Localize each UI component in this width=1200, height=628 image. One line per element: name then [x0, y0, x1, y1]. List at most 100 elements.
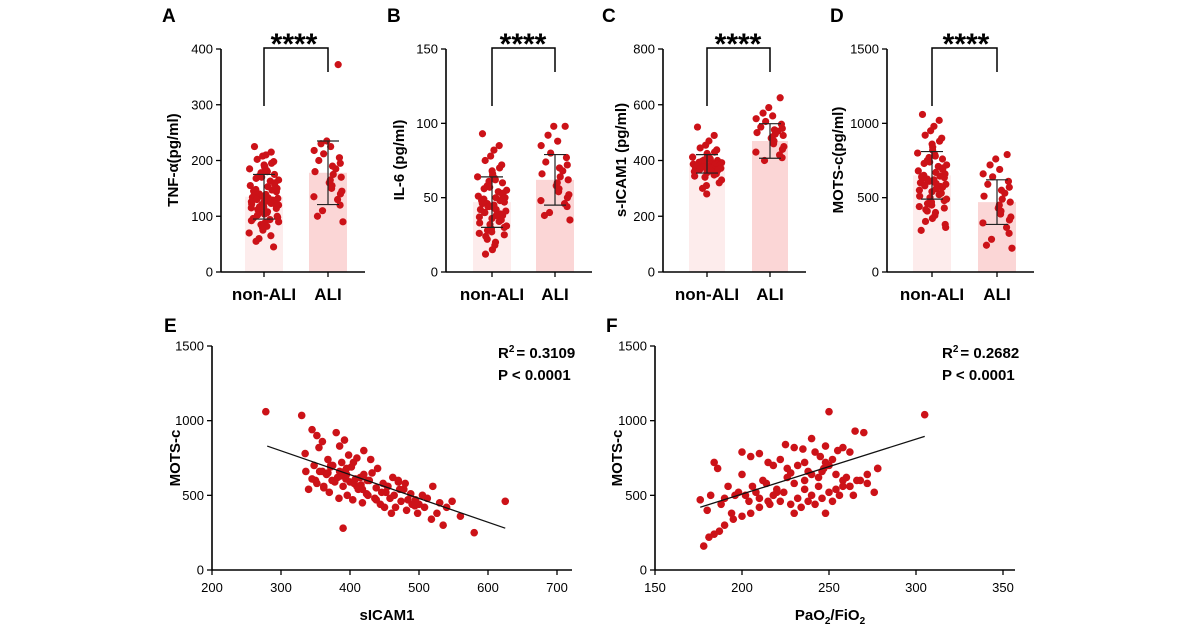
panel-c-point-non-ali	[710, 148, 719, 156]
panel-e-point	[324, 469, 332, 477]
panel-d-significance-bracket	[931, 47, 998, 106]
panel-c-point-non-ali	[696, 165, 704, 174]
panel-a-point-ali	[310, 146, 318, 155]
panel-b-point-ali	[563, 202, 571, 211]
panel-a-y-tick-label: 0	[206, 265, 213, 280]
panel-f-point	[821, 458, 830, 467]
panel-d-point-ali	[1005, 216, 1014, 224]
panel-a-point-ali	[320, 150, 328, 158]
panel-b-point-ali	[542, 158, 550, 166]
panel-f-point	[825, 488, 833, 497]
panel-e-letter: E	[164, 316, 177, 337]
panel-d-letter: D	[830, 6, 844, 27]
panel-a-point-non-ali	[253, 195, 261, 204]
panel-f-point	[738, 448, 746, 456]
panel-e-point	[402, 506, 411, 515]
panel-a-point-ali	[318, 207, 327, 215]
panel-c-point-non-ali	[710, 131, 718, 140]
panel-b-point-non-ali	[495, 142, 503, 150]
panel-a-point-ali	[317, 140, 325, 148]
panel-f-plot: 0 500 1000 1500 150 200 250 300 350	[618, 339, 1015, 595]
panel-d-y-tick-label: 1500	[850, 42, 879, 57]
panel-d-point-non-ali	[915, 186, 923, 194]
panel-f-point	[729, 515, 738, 524]
panel-b-point-ali	[538, 170, 546, 178]
panel-d-point-ali	[998, 195, 1006, 203]
panel-b-point-non-ali	[487, 152, 495, 160]
panel-a-point-ali	[315, 156, 323, 165]
panel-e-point	[391, 503, 400, 512]
panel-e-plot: 0 500 1000 1500 200 300 400 500 600 700	[175, 339, 572, 595]
panel-d-point-non-ali	[935, 191, 943, 199]
panel-f-point	[863, 470, 872, 479]
panel-a-point-ali	[313, 212, 322, 220]
panel-e-point	[333, 473, 342, 482]
panel-f-point	[856, 476, 865, 485]
panel-d-point-non-ali	[940, 204, 948, 212]
panel-f-point	[800, 485, 809, 494]
panel-a-point-non-ali	[246, 181, 254, 190]
panel-f-p-value: P < 0.0001	[942, 367, 1015, 384]
panel-a-point-ali	[336, 159, 344, 167]
panel-f-point	[745, 497, 753, 506]
panel-e-point	[413, 509, 422, 518]
panel-c-y-tick-label: 800	[633, 42, 655, 57]
panel-b-y-tick-label: 50	[424, 190, 438, 205]
panel-d-point-ali	[1008, 244, 1016, 252]
panel-a-point-ali	[328, 184, 336, 192]
panel-f: F MOTS-c PaO2/FiO2 R2 = 0.2682 P < 0.0001…	[606, 316, 1019, 627]
panel-f-point	[821, 509, 830, 518]
panel-d-category-ali: ALI	[983, 285, 1010, 304]
panel-b-point-non-ali	[478, 130, 487, 138]
panel-f-point	[870, 488, 879, 497]
panel-e-point	[358, 485, 367, 494]
panel-c-y-tick-label: 200	[633, 209, 655, 224]
panel-e-point	[366, 455, 375, 464]
panel-c-y-axis-label: s-ICAM1 (pg/ml)	[613, 103, 630, 217]
panel-f-point	[828, 497, 837, 506]
panel-c-point-non-ali	[701, 173, 709, 181]
panel-f-point	[839, 482, 847, 491]
panel-c-significance-bracket	[706, 47, 771, 106]
panel-d-point-non-ali	[916, 192, 924, 200]
panel-a-point-non-ali	[247, 217, 256, 225]
panel-d-point-non-ali	[915, 202, 923, 211]
panel-d-category-non-ali: non-ALI	[900, 285, 964, 304]
panel-f-point	[738, 512, 746, 521]
panel-c-point-ali	[778, 154, 786, 162]
panel-d-point-ali	[1001, 189, 1009, 197]
panel-b-point-non-ali	[500, 223, 508, 231]
panel-a-category-ali: ALI	[314, 285, 341, 304]
panel-e-point	[339, 482, 347, 491]
panel-e-regression-line	[266, 445, 506, 529]
panel-b-point-non-ali	[483, 235, 491, 243]
panel-d-point-non-ali	[938, 155, 947, 163]
panel-a-y-tick-label: 100	[191, 209, 213, 224]
panel-b-point-ali	[559, 167, 567, 175]
panel-f-point	[832, 470, 840, 479]
panel-e-point	[372, 484, 381, 492]
panel-d-y-tick-label: 0	[872, 265, 879, 280]
panel-f-point	[835, 491, 844, 500]
panel-d-point-non-ali	[917, 226, 925, 234]
panel-e-point	[342, 475, 350, 483]
panel-a-point-non-ali	[245, 165, 254, 173]
panel-d-point-non-ali	[928, 214, 937, 223]
panel-a-point-ali	[333, 195, 342, 204]
panel-e-point	[448, 497, 456, 506]
panel-e-point	[302, 467, 310, 476]
panel-e-y-tick-label: 1500	[175, 339, 204, 354]
panel-f-x-tick-label: 150	[644, 580, 666, 595]
panel-c: C s-ICAM1 (pg/ml) **** non-ALI ALI 0 200 4…	[602, 6, 806, 304]
panel-d-point-ali	[1005, 183, 1013, 191]
panel-c-y-tick-label: 0	[648, 265, 655, 280]
panel-b-y-axis-label: IL-6 (pg/ml)	[391, 120, 408, 201]
panel-e-point	[308, 475, 316, 483]
panel-d-point-non-ali	[927, 127, 935, 135]
panel-f-point	[793, 461, 802, 470]
panel-f-point	[738, 470, 746, 479]
panel-d-point-non-ali	[921, 182, 929, 190]
panel-e-point	[358, 499, 367, 507]
panel-f-point	[818, 494, 826, 503]
panel-a-y-tick-label: 200	[191, 153, 213, 168]
